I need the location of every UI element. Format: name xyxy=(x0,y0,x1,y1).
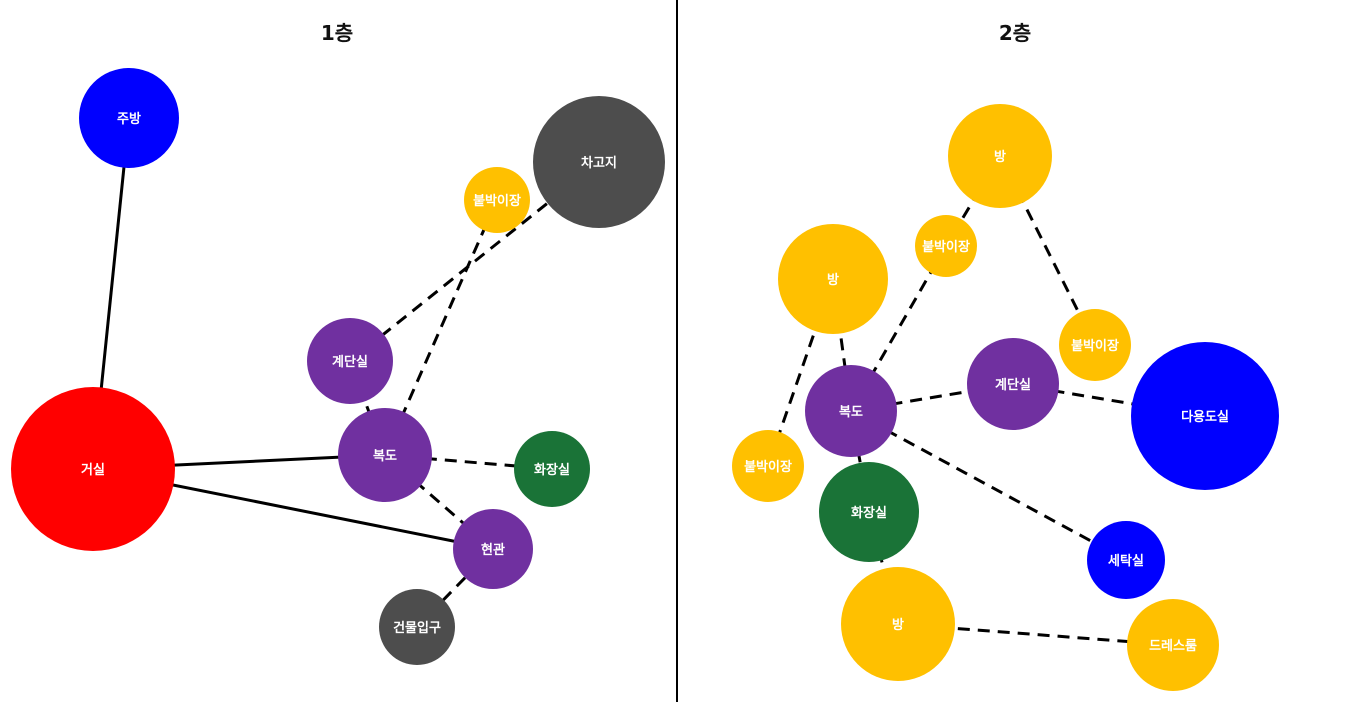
edge-f2-room-top-f2-closet-b xyxy=(998,155,1097,346)
node-circle xyxy=(514,431,590,507)
node-f2-bath: 화장실 xyxy=(819,462,919,562)
floor-title-1: 1층 xyxy=(321,21,353,45)
node-label: 복도 xyxy=(373,449,397,464)
node-f2-closet-a: 붙박이장 xyxy=(915,215,977,277)
node-label: 붙박이장 xyxy=(1071,338,1119,354)
node-label: 다용도실 xyxy=(1181,409,1229,425)
node-label: 화장실 xyxy=(851,505,887,521)
node-circle xyxy=(1131,342,1279,490)
node-label: 계단실 xyxy=(332,354,368,370)
edge-f2-hall-f2-laundry xyxy=(850,409,1127,562)
node-f2-room-bottom: 방 xyxy=(841,567,955,681)
node-circle xyxy=(778,224,888,334)
node-label: 복도 xyxy=(839,405,863,420)
node-f1-stairs: 계단실 xyxy=(307,318,393,404)
nodes-layer: 주방차고지붙박이장계단실거실복도화장실현관건물입구방붙박이장방붙박이장계단실다용… xyxy=(11,68,1279,691)
edge-f2-closet-a-f2-hall xyxy=(849,245,948,412)
floor-title-2: 2층 xyxy=(999,21,1031,45)
node-f1-kitchen: 주방 xyxy=(79,68,179,168)
node-circle xyxy=(967,338,1059,430)
node-circle xyxy=(533,96,665,228)
node-f1-foyer: 현관 xyxy=(453,509,533,589)
node-f2-room-left: 방 xyxy=(778,224,888,334)
node-label: 건물입구 xyxy=(393,620,441,636)
node-f2-multi: 다용도실 xyxy=(1131,342,1279,490)
node-label: 거실 xyxy=(81,462,105,478)
node-label: 주방 xyxy=(117,111,141,127)
node-label: 방 xyxy=(827,272,839,288)
node-label: 붙박이장 xyxy=(744,459,792,475)
node-circle xyxy=(1127,599,1219,691)
node-f1-bath: 화장실 xyxy=(514,431,590,507)
node-f1-garage: 차고지 xyxy=(533,96,665,228)
node-label: 붙박이장 xyxy=(473,193,521,209)
node-circle xyxy=(915,215,977,277)
node-label: 드레스룸 xyxy=(1149,638,1197,654)
node-circle xyxy=(1059,309,1131,381)
node-label: 현관 xyxy=(481,542,505,558)
node-f2-hall: 복도 xyxy=(805,365,897,457)
node-circle xyxy=(338,408,432,502)
node-label: 방 xyxy=(892,617,904,633)
node-f1-entry: 건물입구 xyxy=(379,589,455,665)
node-f2-room-top: 방 xyxy=(948,104,1052,208)
node-circle xyxy=(379,589,455,665)
node-f1-living: 거실 xyxy=(11,387,175,551)
node-f1-hall: 복도 xyxy=(338,408,432,502)
node-label: 붙박이장 xyxy=(922,239,970,255)
node-circle xyxy=(1087,521,1165,599)
node-circle xyxy=(805,365,897,457)
node-f1-closet: 붙박이장 xyxy=(464,167,530,233)
node-label: 방 xyxy=(994,149,1006,165)
node-circle xyxy=(948,104,1052,208)
node-circle xyxy=(732,430,804,502)
node-circle xyxy=(11,387,175,551)
node-label: 화장실 xyxy=(534,462,570,478)
node-label: 세탁실 xyxy=(1108,553,1144,569)
node-f2-closet-c: 붙박이장 xyxy=(732,430,804,502)
node-f2-closet-b: 붙박이장 xyxy=(1059,309,1131,381)
node-circle xyxy=(307,318,393,404)
node-circle xyxy=(819,462,919,562)
node-f2-laundry: 세탁실 xyxy=(1087,521,1165,599)
node-f2-dress: 드레스룸 xyxy=(1127,599,1219,691)
node-label: 차고지 xyxy=(581,155,617,171)
node-circle xyxy=(841,567,955,681)
node-label: 계단실 xyxy=(995,377,1031,393)
node-f2-stairs: 계단실 xyxy=(967,338,1059,430)
node-circle xyxy=(453,509,533,589)
node-circle xyxy=(79,68,179,168)
node-circle xyxy=(464,167,530,233)
